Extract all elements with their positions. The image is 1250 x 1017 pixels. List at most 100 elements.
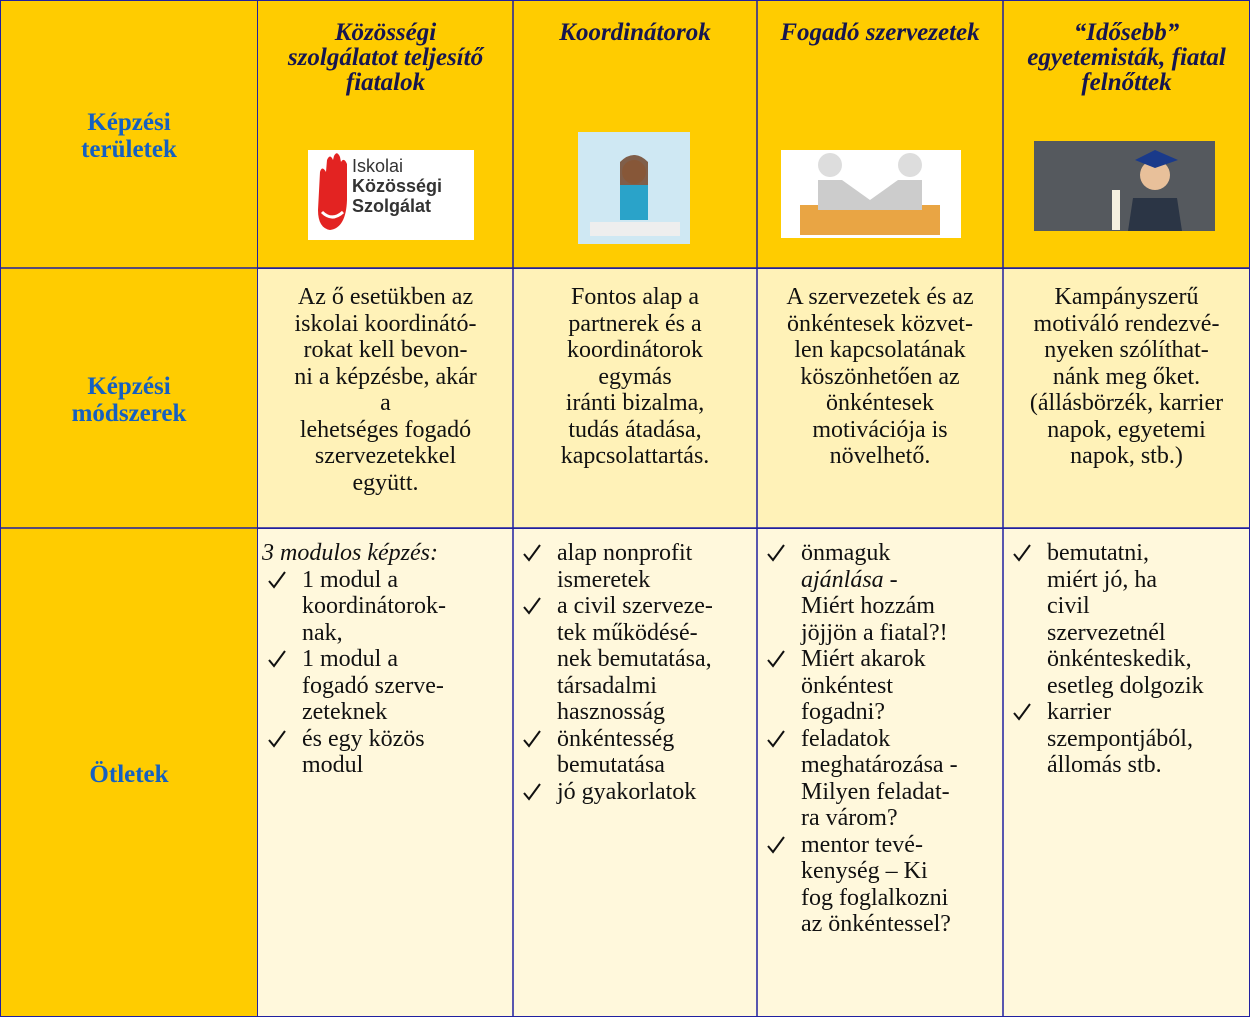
idea-line: Miért akarok — [801, 646, 926, 672]
idea-cell: 3 modulos képzés: 1 modul a koordinátorok-… — [262, 540, 511, 779]
idea-line: zeteknek — [302, 699, 388, 725]
method-line: tudás átadása, — [568, 416, 702, 443]
method-cell: Fontos alap a partnerek és a koordinátorok… — [513, 284, 757, 470]
header-line: Közösségi — [334, 19, 437, 46]
method-line: koordinátorok — [567, 337, 703, 363]
method-line: iránti bizalma, — [565, 390, 705, 416]
idea-item: karrier szempontjából, állomás stb. — [1007, 699, 1248, 779]
idea-item: alap nonprofit ismeretek — [517, 540, 755, 593]
checkmark — [767, 729, 785, 748]
idea-item: mentor tevé-kenység – Ki fog foglalkozni a… — [761, 832, 1001, 938]
method-line: Az ő esetükben az — [297, 284, 474, 310]
idea-line: kenység – Ki — [801, 858, 928, 884]
checkmark — [523, 729, 541, 748]
idea-line: hasznosság — [557, 699, 665, 725]
idea-item: bemutatni, miért jó, ha civil szervezetnél ö… — [1007, 540, 1248, 699]
idea-line: Milyen feladat- — [801, 778, 950, 805]
handshake-image — [781, 150, 961, 238]
coordinator-image — [578, 132, 690, 244]
idea-line: esetleg dolgozik — [1047, 672, 1204, 699]
header-line: felnőttek — [1081, 69, 1172, 96]
idea-intro: 3 modulos képzés: — [262, 540, 438, 566]
graduate-image — [1034, 141, 1215, 231]
idea-line: szempontjából, — [1047, 725, 1193, 752]
idea-line: az önkéntessel? — [801, 911, 951, 937]
checkmark — [523, 782, 541, 801]
idea-item: a civil szerveze-tek működésé-nek bemuta… — [517, 593, 755, 726]
column-header: Fogadó szervezetek — [757, 20, 1003, 45]
idea-line: modul — [302, 752, 364, 778]
idea-line: ajánlása - — [801, 566, 898, 593]
method-line: nyeken szólíthat- — [1044, 337, 1209, 363]
method-line: nánk meg őket. — [1052, 363, 1201, 390]
checkmark — [767, 544, 785, 562]
method-line: egymás — [598, 363, 672, 390]
idea-line: bemutatni, — [1047, 540, 1149, 566]
row-label-line: módszerek — [71, 400, 187, 427]
iskolai-logo — [308, 150, 474, 240]
idea-line: 1 modul a — [302, 646, 398, 672]
idea-line: nek bemutatása, — [557, 646, 712, 672]
method-cell: Az ő esetükben az iskolai koordinátó-roka… — [258, 284, 513, 496]
row-label-line: Képzési — [87, 373, 171, 400]
method-line: napok, egyetemi — [1047, 416, 1206, 443]
idea-item: és egy közös modul — [262, 726, 511, 779]
idea-line: szervezetnél — [1047, 619, 1166, 646]
column-header: “Idősebb” egyetemisták, fiatal felnőttek — [1003, 20, 1250, 95]
idea-line: miért jó, ha — [1047, 566, 1157, 593]
idea-item: önmaguk ajánlása - Miért hozzám jöjjön a fi… — [761, 540, 1001, 646]
checkmark — [1013, 703, 1031, 721]
checkmark — [767, 835, 785, 854]
idea-cell: alap nonprofit ismeretek a civil szerveze-… — [517, 540, 755, 805]
checkmark — [523, 597, 541, 615]
idea-line: koordinátorok- — [302, 593, 446, 619]
idea-line: meghatározása - — [801, 752, 958, 778]
idea-item: 1 modul a fogadó szerve-zeteknek — [262, 646, 511, 726]
method-line: növelhető. — [829, 443, 931, 469]
column-header: Koordinátorok — [513, 20, 757, 45]
idea-line: fog foglalkozni — [801, 884, 949, 911]
method-line: kapcsolattartás. — [560, 443, 710, 469]
method-line: szervezetekkel — [314, 443, 457, 469]
method-line: ni a képzésbe, akár — [294, 363, 477, 390]
idea-item: feladatok meghatározása - Milyen feladat-r… — [761, 726, 1001, 832]
idea-item: 1 modul a koordinátorok-nak, — [262, 567, 511, 647]
label-column — [0, 0, 258, 1017]
row-label: Képzési területek — [0, 109, 258, 163]
header-line: “Idősebb” — [1073, 19, 1180, 46]
checkmark — [268, 650, 286, 668]
idea-line: feladatok — [801, 725, 891, 752]
row-label-line: Ötletek — [89, 761, 169, 788]
logo-text: Iskolai Közösségi Szolgálat — [352, 156, 442, 216]
method-line: lehetséges fogadó — [299, 416, 472, 443]
method-line: iskolai koordinátó- — [294, 310, 477, 337]
row-label-line: területek — [81, 136, 177, 163]
method-line: önkéntesek — [826, 390, 934, 416]
method-line: rokat kell bevon- — [303, 337, 468, 363]
row-label: Képzési módszerek — [0, 373, 258, 427]
logo-line: Közösségi — [352, 176, 443, 196]
idea-line: önkénteskedik, — [1047, 646, 1192, 672]
idea-line: jó gyakorlatok — [557, 778, 697, 805]
method-line: önkéntesek közvet- — [787, 310, 973, 337]
checkmark — [268, 570, 286, 589]
idea-item: Miért akarok önkéntest fogadni? — [761, 646, 1001, 726]
idea-line: alap nonprofit — [557, 540, 693, 566]
method-line: len kapcsolatának — [794, 337, 966, 363]
logo-line: Szolgálat — [352, 196, 432, 216]
row-label: Ötletek — [0, 761, 258, 788]
method-line: a — [380, 390, 391, 416]
idea-line: nak, — [302, 619, 343, 646]
header-line: szolgálatot teljesítő — [287, 44, 484, 71]
idea-line: önkéntesség — [557, 725, 675, 752]
method-line: Fontos alap a — [571, 284, 699, 310]
idea-line: karrier — [1047, 699, 1111, 725]
method-line: köszönhetően az — [800, 363, 960, 390]
method-cell: A szervezetek és az önkéntesek közvet-len… — [757, 284, 1003, 470]
method-line: motivációja is — [812, 416, 948, 443]
ideas-row — [257, 528, 1250, 1017]
header-line: fiatalok — [345, 69, 426, 96]
idea-line: civil — [1047, 593, 1090, 619]
checkmark — [268, 729, 286, 748]
